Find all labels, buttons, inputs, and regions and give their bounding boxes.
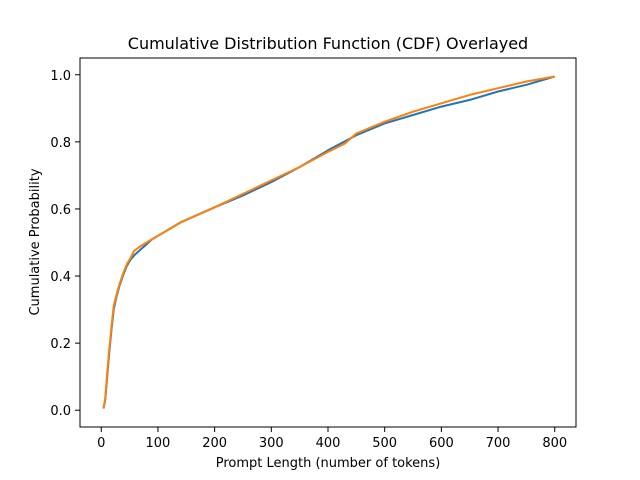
x-tick-label: 700 xyxy=(486,436,511,451)
series-line-1 xyxy=(102,75,555,409)
x-tick-label: 600 xyxy=(429,436,454,451)
x-tick-label: 500 xyxy=(372,436,397,451)
y-axis-title: Cumulative Probability xyxy=(28,168,43,315)
x-tick-label: 400 xyxy=(316,436,341,451)
series-line-2 xyxy=(102,75,555,409)
y-axis: 0.0 0.2 0.4 0.6 0.8 1.0 xyxy=(50,69,80,419)
y-tick-label: 0.6 xyxy=(50,203,71,218)
x-axis: 0 100 200 300 400 500 600 700 800 xyxy=(97,427,567,451)
x-tick-label: 100 xyxy=(146,436,171,451)
y-tick-label: 1.0 xyxy=(50,69,71,84)
x-tick-label: 800 xyxy=(542,436,567,451)
x-tick-label: 300 xyxy=(259,436,284,451)
x-axis-title: Prompt Length (number of tokens) xyxy=(216,456,441,471)
y-tick-label: 0.4 xyxy=(50,270,71,285)
x-tick-label: 200 xyxy=(202,436,227,451)
plot-lines xyxy=(102,75,555,409)
chart-title: Cumulative Distribution Function (CDF) O… xyxy=(128,34,528,53)
axes-frame xyxy=(79,57,577,428)
y-tick-label: 0.8 xyxy=(50,136,71,151)
y-tick-label: 0.0 xyxy=(50,404,71,419)
x-tick-label: 0 xyxy=(97,436,105,451)
y-tick-label: 0.2 xyxy=(50,337,71,352)
